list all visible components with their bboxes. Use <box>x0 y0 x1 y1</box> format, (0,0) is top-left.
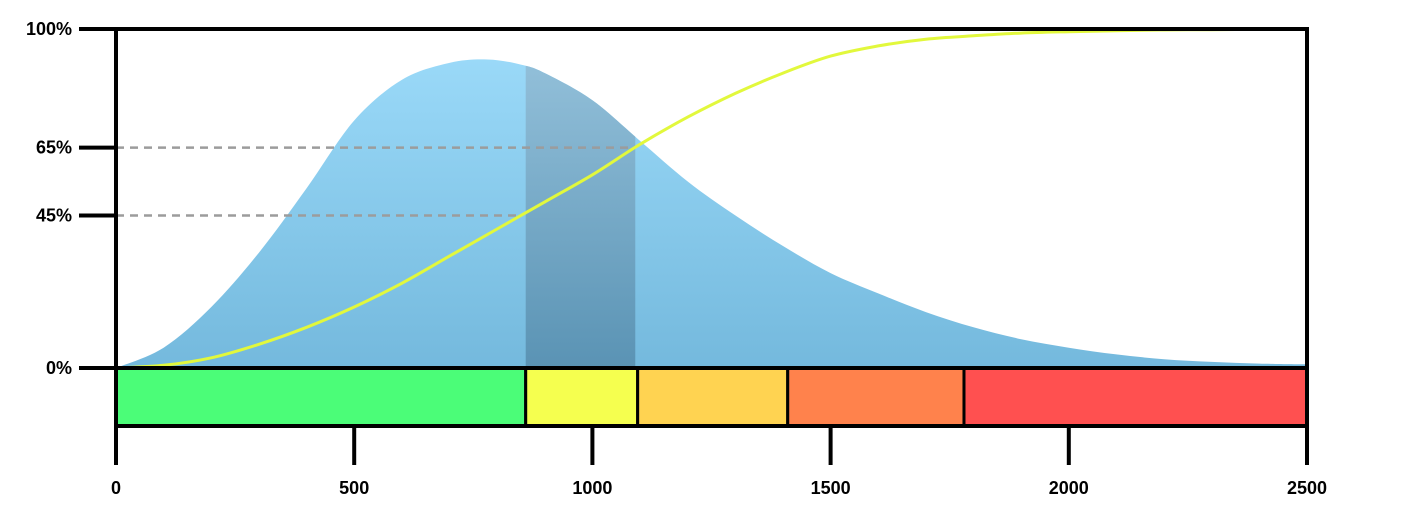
plot-area <box>115 27 1308 370</box>
zone-bar <box>114 366 1309 428</box>
y-tick-label: 65% <box>36 138 72 158</box>
zone-segment <box>962 366 1309 428</box>
x-tick-label: 1000 <box>572 478 612 498</box>
reference-lines <box>116 146 635 217</box>
zone-segment <box>636 366 790 428</box>
x-axis: 0 500 1000 1500 2000 2500 <box>111 426 1327 498</box>
plot-frame <box>114 27 1309 465</box>
x-tick-label: 2000 <box>1049 478 1089 498</box>
zone-segment <box>114 366 528 428</box>
density-area <box>116 59 1307 369</box>
x-tick-label: 1500 <box>811 478 851 498</box>
x-tick-label: 500 <box>339 478 369 498</box>
y-tick-label: 0% <box>46 358 72 378</box>
highlight-band <box>525 59 636 368</box>
x-tick-label: 2500 <box>1287 478 1327 498</box>
zone-segment <box>786 366 966 428</box>
y-axis: 100% 65% 45% 0% <box>26 19 116 378</box>
y-tick-label: 45% <box>36 205 72 225</box>
y-tick-label: 100% <box>26 19 72 39</box>
x-tick-label: 0 <box>111 478 121 498</box>
zone-segment <box>524 366 640 428</box>
